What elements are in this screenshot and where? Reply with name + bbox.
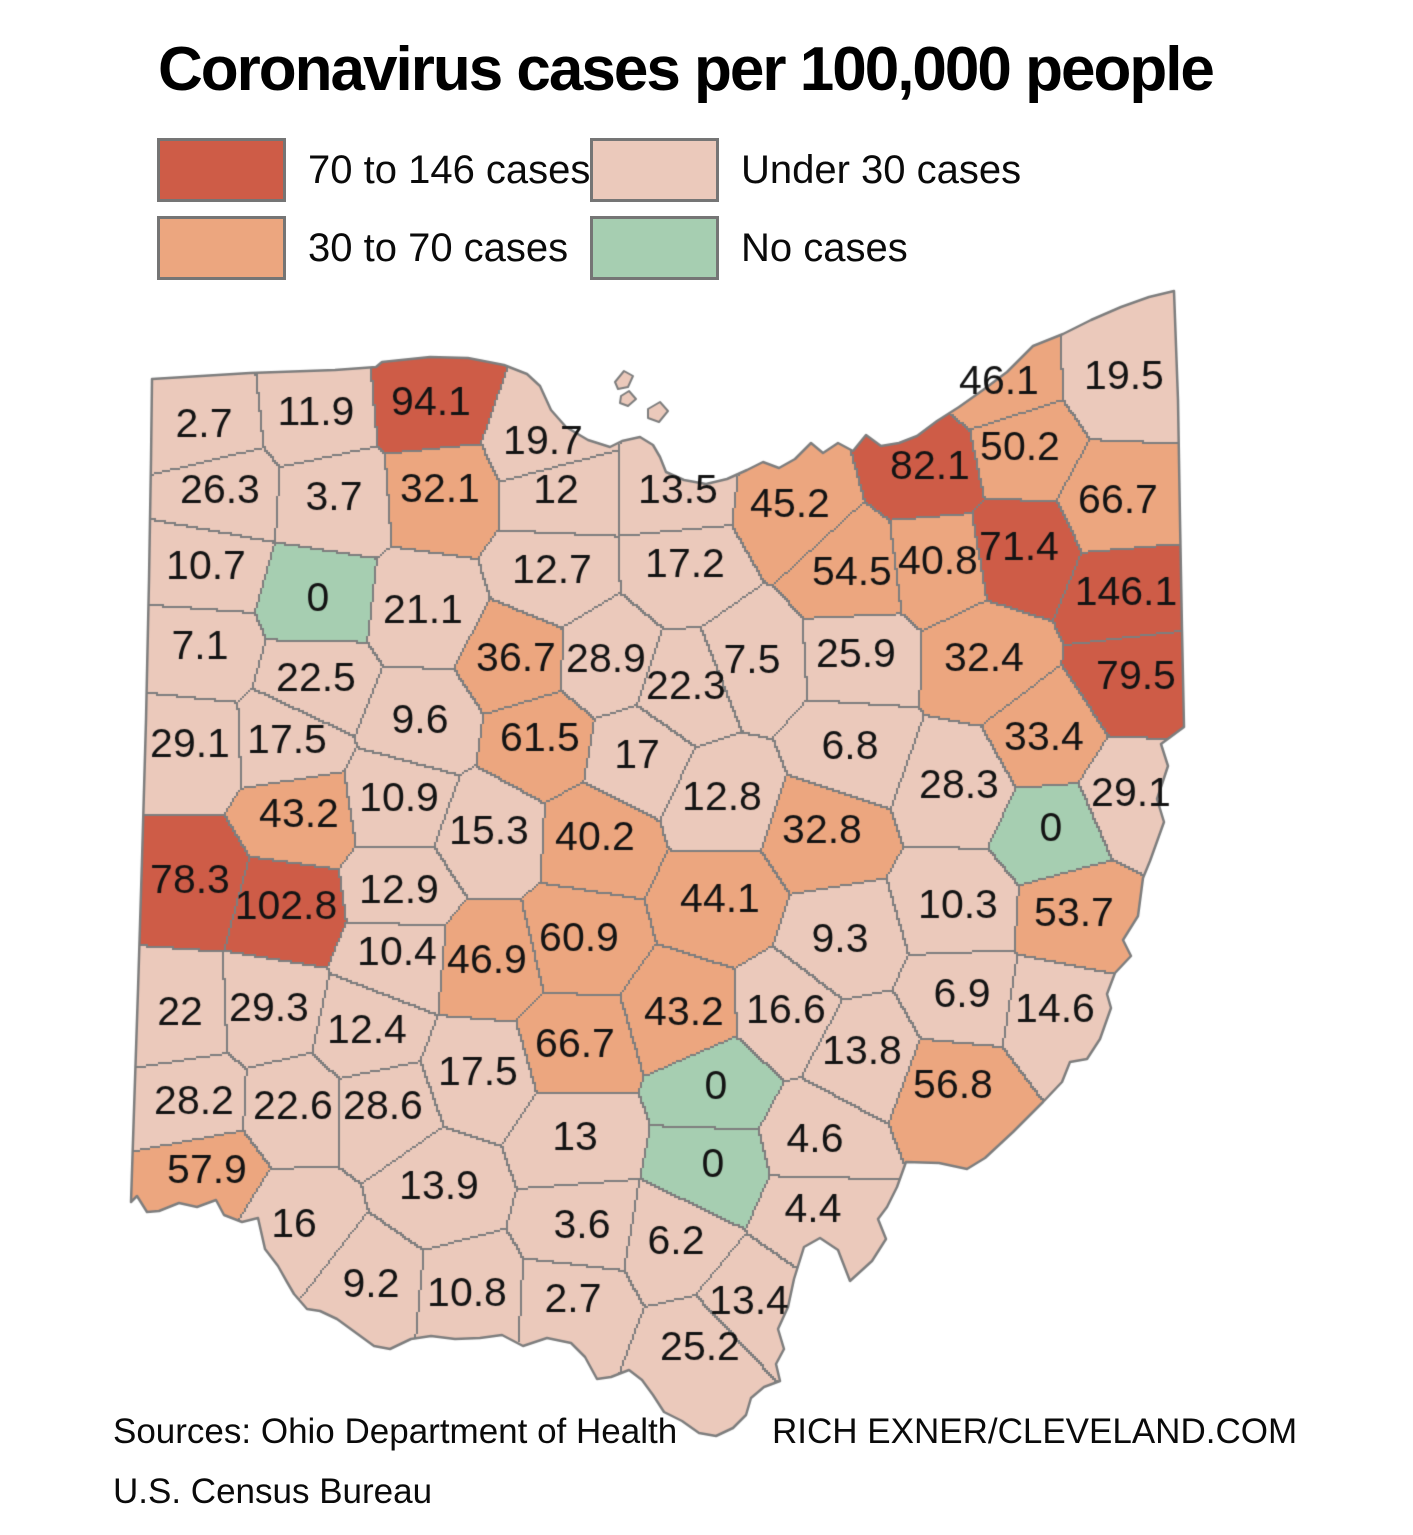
legend-swatch-low bbox=[590, 138, 719, 202]
chart-title: Coronavirus cases per 100,000 people bbox=[158, 35, 1215, 104]
legend-swatch-mid bbox=[157, 216, 286, 280]
credit-line: RICH EXNER/CLEVELAND.COM bbox=[772, 1412, 1298, 1451]
legend-item-high: 70 to 146 cases bbox=[157, 138, 590, 202]
source-line-2: U.S. Census Bureau bbox=[113, 1472, 433, 1511]
legend-swatch-none bbox=[590, 216, 719, 280]
legend-swatch-high bbox=[157, 138, 286, 202]
legend-item-low: Under 30 cases bbox=[590, 138, 1021, 202]
legend-label-low: Under 30 cases bbox=[741, 147, 1022, 192]
legend-item-mid: 30 to 70 cases bbox=[157, 216, 568, 280]
legend-item-none: No cases bbox=[590, 216, 908, 280]
source-line-1: Sources: Ohio Department of Health bbox=[113, 1412, 678, 1451]
legend-label-high: 70 to 146 cases bbox=[308, 147, 591, 192]
legend-label-none: No cases bbox=[741, 225, 908, 270]
legend-label-mid: 30 to 70 cases bbox=[308, 225, 569, 270]
